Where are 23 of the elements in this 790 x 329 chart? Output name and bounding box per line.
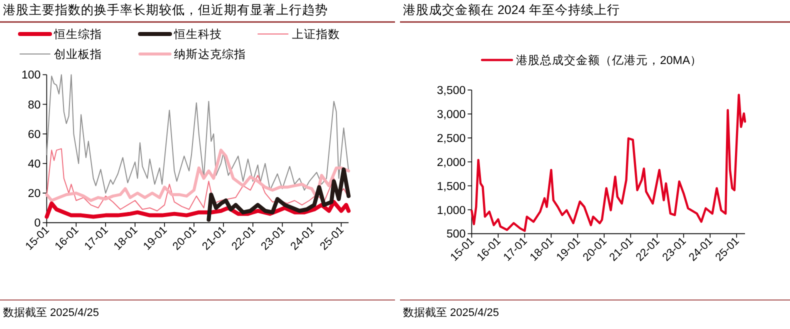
text: 数据截至 2025/4/25 xyxy=(403,306,499,319)
y-tick-label: 1,000 xyxy=(436,204,466,217)
y-tick-label: 20 xyxy=(28,188,41,200)
legend-label: 恒生科技 xyxy=(173,28,222,41)
text: 数据截至 2025/4/25 xyxy=(3,306,99,319)
y-tick-label: 80 xyxy=(28,99,41,112)
y-tick-label: 3,500 xyxy=(436,85,466,97)
legend-label: 创业板指 xyxy=(54,48,102,61)
y-tick-label: 2,500 xyxy=(436,132,466,145)
chart-title: 港股主要指数的换手率长期较低，但近期有显著上行趋势 xyxy=(3,2,328,17)
y-tick-label: 60 xyxy=(28,128,41,141)
legend-label: 港股总成交金额（亿港元，20MA） xyxy=(516,53,702,67)
y-tick-label: 0 xyxy=(34,218,41,230)
chart-title: 港股成交金额在 2024 年至今持续上行 xyxy=(403,2,620,17)
y-tick-label: 1,500 xyxy=(436,180,466,193)
y-tick-label: 2,000 xyxy=(436,156,466,169)
legend-label: 恒生综指 xyxy=(53,27,102,41)
y-tick-label: 3,000 xyxy=(436,108,466,121)
legend-label: 纳斯达克综指 xyxy=(174,47,246,61)
y-tick-label: 40 xyxy=(28,158,41,170)
y-tick-label: 100 xyxy=(22,70,41,82)
y-tick-label: 500 xyxy=(446,228,466,241)
legend-label: 上证指数 xyxy=(292,28,340,41)
